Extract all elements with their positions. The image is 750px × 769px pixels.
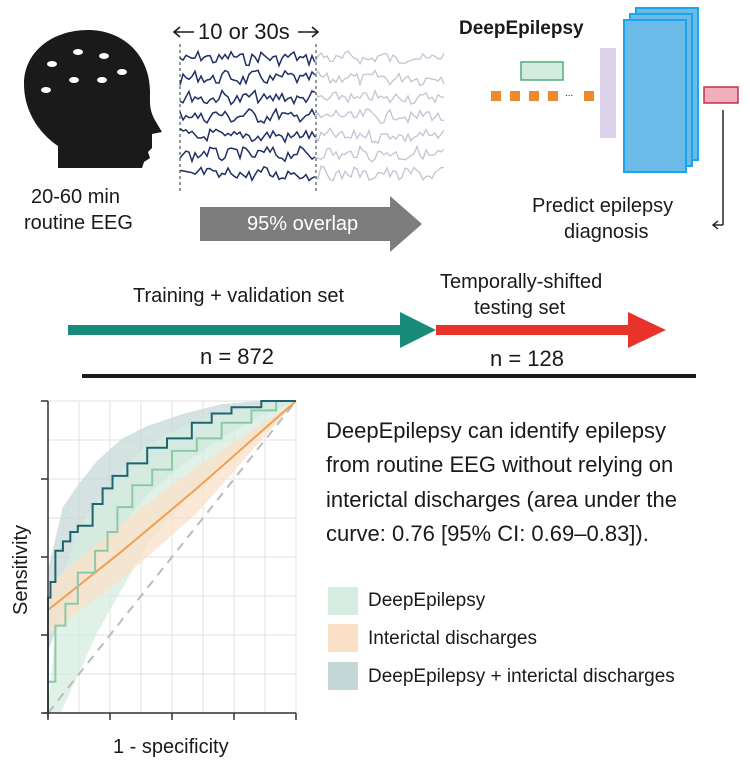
eeg-trace-faded <box>314 165 445 182</box>
eeg-trace-faded <box>314 69 445 87</box>
ellipsis-label: ... <box>565 88 574 99</box>
legend-swatch-interictal <box>328 624 358 652</box>
training-set-label: Training + validation set <box>133 285 345 307</box>
roc-chart <box>41 400 297 720</box>
head-caption-line2: routine EEG <box>24 212 133 234</box>
roc-curve <box>47 400 296 713</box>
testing-set-label-line2: testing set <box>474 297 566 319</box>
divider-line <box>82 374 696 378</box>
ci-band <box>48 401 296 635</box>
eeg-trace-faded <box>314 144 445 163</box>
duration-arrow <box>172 26 320 38</box>
roc-curve <box>47 400 296 713</box>
eeg-trace-window <box>179 165 316 183</box>
eeg-trace-window <box>179 127 316 145</box>
training-arrow <box>68 312 436 348</box>
eeg-trace-window <box>179 89 316 106</box>
training-n-label: n = 872 <box>200 344 275 369</box>
legend-label-interictal: Interictal discharges <box>368 628 537 649</box>
model-diagram <box>491 7 739 230</box>
legend-label-deepepilepsy: DeepEpilepsy <box>368 590 486 611</box>
ci-band <box>48 401 296 651</box>
summary-line3: interictal discharges (area under the <box>326 487 677 512</box>
eeg-trace-window <box>179 49 316 68</box>
duration-label: 10 or 30s <box>198 19 290 44</box>
testing-set-label-line1: Temporally-shifted <box>440 271 603 293</box>
roc-curve <box>47 400 297 611</box>
overlap-arrow <box>200 196 422 252</box>
eeg-trace-window <box>179 145 316 164</box>
x-axis-label: 1 - specificity <box>113 736 229 758</box>
output-label-line1: Predict epilepsy <box>532 195 674 217</box>
legend-swatch-combined <box>328 662 358 690</box>
summary-line4: curve: 0.76 [95% CI: 0.69–0.83]). <box>326 521 649 546</box>
eeg-traces <box>179 44 445 192</box>
y-axis-label: Sensitivity <box>10 524 33 616</box>
output-label-line2: diagnosis <box>564 221 649 243</box>
head-caption-line1: 20-60 min <box>31 186 120 208</box>
testing-arrow <box>436 312 666 348</box>
summary-line2: from routine EEG without relying on <box>326 452 674 477</box>
eeg-trace-faded <box>314 127 445 145</box>
model-title: DeepEpilepsy <box>459 18 584 39</box>
eeg-trace-window <box>179 107 316 125</box>
eeg-trace-faded <box>314 88 445 105</box>
eeg-trace-faded <box>314 108 445 125</box>
legend-swatch-deepepilepsy <box>328 587 358 615</box>
summary-line1: DeepEpilepsy can identify epilepsy <box>326 418 666 443</box>
eeg-trace-window <box>179 69 316 86</box>
eeg-trace-faded <box>314 50 445 66</box>
testing-n-label: n = 128 <box>490 346 565 371</box>
overlap-label: 95% overlap <box>247 213 359 235</box>
reference-diagonal <box>47 400 297 714</box>
head-icon <box>24 30 162 168</box>
legend-label-combined: DeepEpilepsy + interictal discharges <box>368 666 675 687</box>
